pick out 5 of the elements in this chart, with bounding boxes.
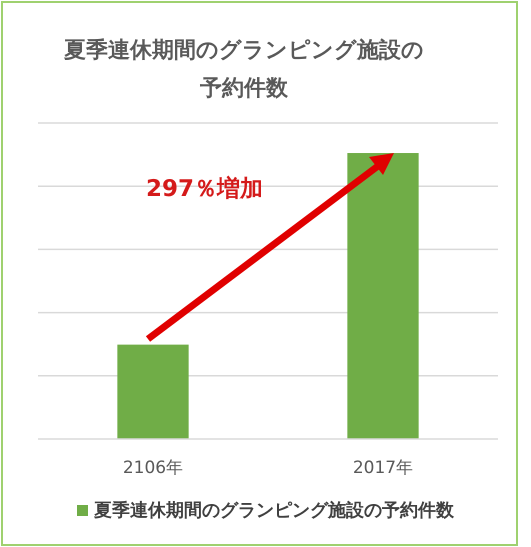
x-tick-label: 2106年 bbox=[122, 458, 184, 478]
chart-title: 夏季連休期間のグランピング施設の予約件数 bbox=[64, 37, 424, 103]
annotation: 297％増加 bbox=[146, 175, 264, 202]
legend-label: 夏季連休期間のグランピング施設の予約件数 bbox=[94, 500, 454, 521]
x-tick-label: 2017年 bbox=[352, 458, 414, 478]
